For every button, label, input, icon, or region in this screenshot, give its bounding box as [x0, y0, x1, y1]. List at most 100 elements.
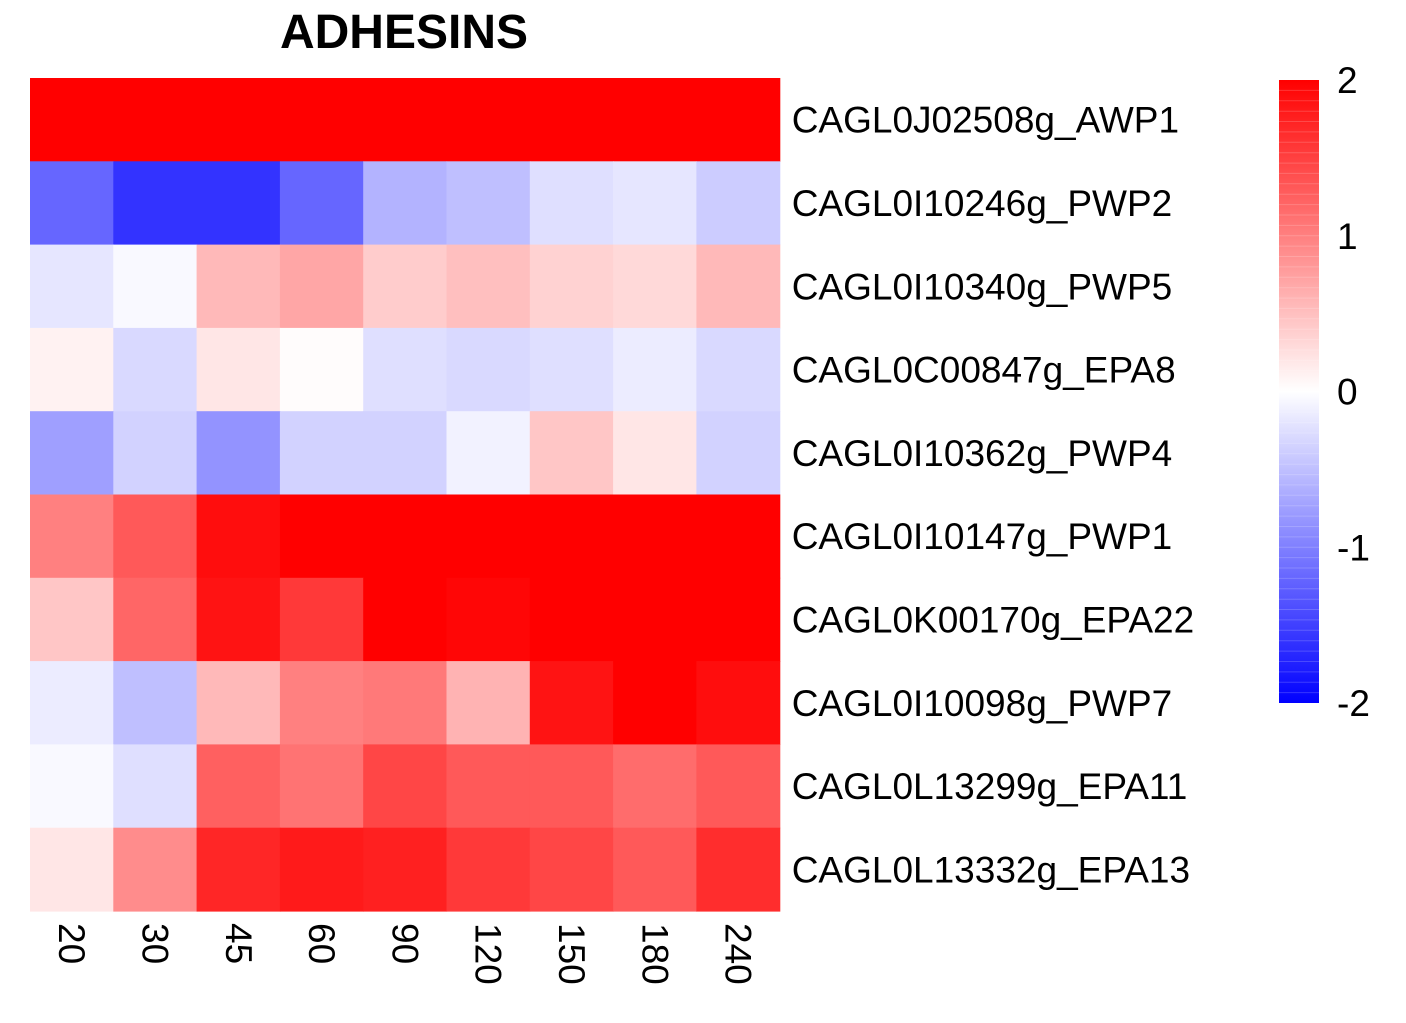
heatmap-cell	[363, 577, 448, 662]
heatmap-cell	[196, 577, 281, 662]
heatmap-cell	[363, 78, 448, 162]
heatmap-cell	[696, 78, 781, 162]
heatmap-cell	[696, 661, 781, 745]
heatmap-cell	[30, 744, 114, 829]
heatmap-cell	[446, 244, 531, 329]
heatmap-cell	[279, 494, 364, 579]
heatmap-cell	[30, 494, 114, 579]
heatmap-cell	[113, 577, 198, 662]
legend-tick-label: 0	[1337, 372, 1358, 413]
heatmap-cell	[446, 577, 531, 662]
heatmap-cell	[113, 244, 198, 329]
heatmap-cell	[279, 161, 364, 246]
heatmap-cell	[446, 327, 531, 412]
heatmap-cell	[196, 78, 281, 162]
heatmap-cell	[196, 494, 281, 579]
heatmap-cell	[529, 161, 614, 246]
heatmap-cell	[613, 744, 697, 829]
heatmap-cell	[113, 494, 198, 579]
heatmap-cell	[529, 411, 614, 496]
heatmap-cell	[113, 161, 198, 246]
row-label: CAGL0I10246g_PWP2	[792, 183, 1173, 224]
column-label: 45	[218, 923, 259, 964]
heatmap-cell	[696, 577, 781, 662]
column-label: 240	[718, 923, 759, 985]
column-label: 30	[134, 923, 175, 964]
heatmap-cell	[696, 494, 781, 579]
heatmap-cell	[196, 411, 281, 496]
column-labels: 20 30 45 60 90 120 150 180 240	[51, 923, 758, 985]
heatmap-cell	[613, 161, 697, 246]
heatmap-cell	[30, 661, 114, 745]
heatmap-cell	[446, 78, 531, 162]
heatmap-cell	[696, 827, 781, 912]
heatmap-cell	[446, 494, 531, 579]
heatmap-cell	[529, 327, 614, 412]
heatmap-cell	[30, 244, 114, 329]
heatmap-cell	[529, 827, 614, 912]
heatmap-cell	[196, 244, 281, 329]
heatmap-cell	[30, 327, 114, 412]
heatmap-cell	[363, 744, 448, 829]
heatmap-cell	[696, 327, 781, 412]
heatmap-cell	[529, 78, 614, 162]
row-label: CAGL0I10147g_PWP1	[792, 516, 1173, 557]
heatmap-cell	[113, 411, 198, 496]
heatmap-cell	[613, 327, 697, 412]
row-label: CAGL0L13332g_EPA13	[792, 849, 1190, 890]
legend-color-bar	[1279, 80, 1319, 703]
heatmap-cell	[279, 327, 364, 412]
heatmap-cell	[196, 161, 281, 246]
heatmap-cell	[446, 161, 531, 246]
heatmap-cell	[363, 827, 448, 912]
heatmap-cell	[696, 244, 781, 329]
heatmap-cell	[613, 827, 697, 912]
heatmap-cell	[279, 78, 364, 162]
heatmap-cell	[529, 744, 614, 829]
row-labels: CAGL0J02508g_AWP1 CAGL0I10246g_PWP2 CAGL0I…	[792, 100, 1195, 891]
heatmap-cell	[363, 494, 448, 579]
column-label: 120	[468, 923, 509, 985]
heatmap-cell	[113, 78, 198, 162]
heatmap-cell	[696, 744, 781, 829]
heatmap-cell	[529, 494, 614, 579]
heatmap-cell	[529, 577, 614, 662]
heatmap-cell	[363, 411, 448, 496]
heatmap-cell	[279, 661, 364, 745]
column-label: 60	[301, 923, 342, 964]
row-label: CAGL0J02508g_AWP1	[792, 100, 1179, 141]
column-label: 20	[51, 923, 92, 964]
heatmap-cell	[529, 661, 614, 745]
heatmap-cell	[613, 577, 697, 662]
heatmap-cell	[113, 661, 198, 745]
heatmap-cell	[30, 161, 114, 246]
row-label: CAGL0K00170g_EPA22	[792, 599, 1195, 640]
heatmap-cell	[529, 244, 614, 329]
heatmap-cell	[279, 244, 364, 329]
row-label: CAGL0C00847g_EPA8	[792, 350, 1176, 391]
heatmap-cell	[279, 744, 364, 829]
heatmap-cell	[30, 577, 114, 662]
heatmap-cell	[196, 744, 281, 829]
heatmap-cell	[30, 411, 114, 496]
row-label: CAGL0I10362g_PWP4	[792, 433, 1173, 474]
heatmap-cell	[363, 244, 448, 329]
chart-title: ADHESINS	[280, 6, 528, 59]
heatmap-cell	[696, 411, 781, 496]
heatmap-cell	[696, 161, 781, 246]
column-label: 90	[384, 923, 425, 964]
heatmap-cell	[279, 411, 364, 496]
row-label: CAGL0I10098g_PWP7	[792, 683, 1173, 724]
heatmap-cell	[279, 827, 364, 912]
column-label: 180	[634, 923, 675, 985]
heatmap-cell	[613, 244, 697, 329]
heatmap-cell	[446, 744, 531, 829]
heatmap-cell	[113, 327, 198, 412]
legend-tick-label: -2	[1337, 683, 1370, 724]
heatmap-cell	[363, 161, 448, 246]
heatmap-cell	[613, 78, 697, 162]
heatmap-cell	[363, 327, 448, 412]
legend-tick-label: 2	[1337, 60, 1358, 101]
heatmap-cell	[279, 577, 364, 662]
heatmap-cell	[30, 827, 114, 912]
